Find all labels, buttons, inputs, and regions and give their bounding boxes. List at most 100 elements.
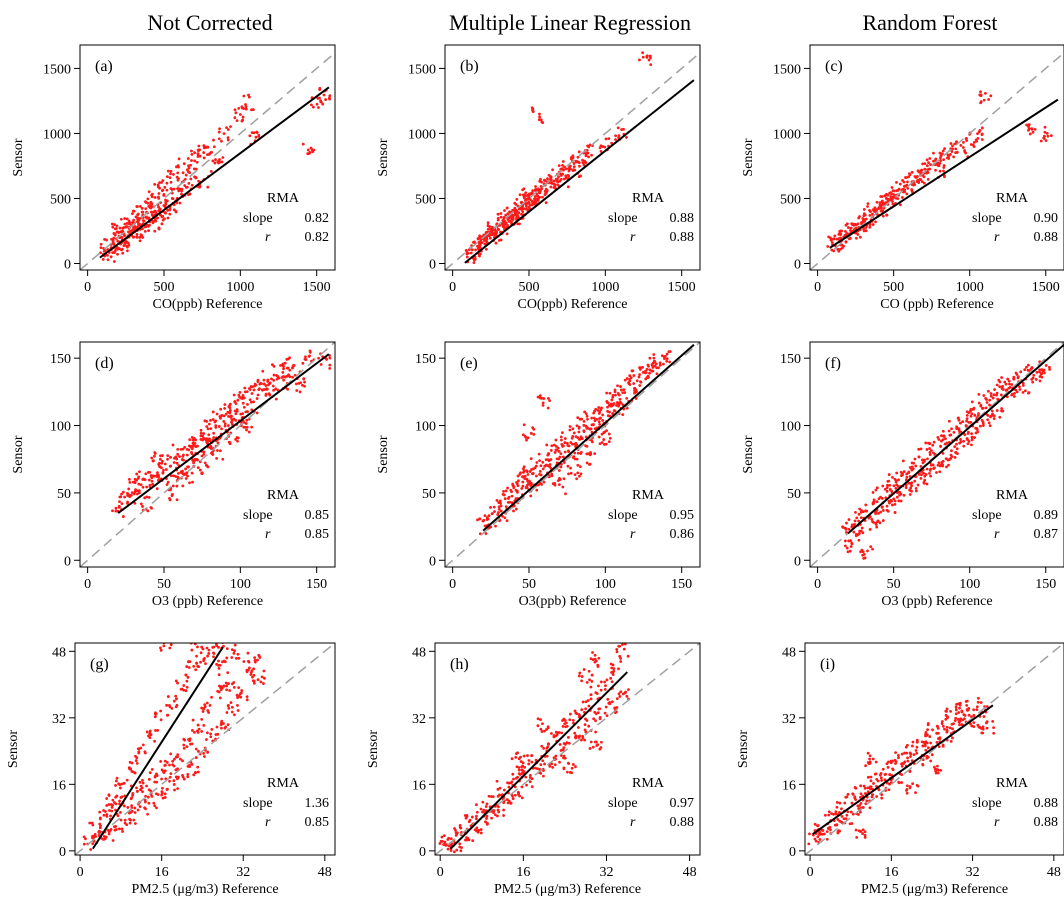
data-point (992, 731, 996, 735)
data-point (928, 447, 931, 450)
data-point (866, 790, 870, 794)
data-point (597, 684, 600, 688)
data-point (446, 838, 450, 841)
stat-method: RMA (996, 191, 1029, 206)
data-point (833, 234, 837, 238)
data-point (564, 492, 567, 496)
data-point (548, 181, 552, 185)
data-point (541, 460, 545, 464)
data-point (991, 396, 995, 400)
data-point (552, 443, 556, 447)
data-point (1001, 409, 1005, 413)
data-point (582, 419, 586, 423)
data-point (843, 801, 847, 805)
data-point (937, 438, 941, 441)
data-point (143, 496, 147, 500)
data-point (490, 816, 493, 820)
y-tick-label: 48 (782, 645, 796, 660)
data-point (185, 679, 189, 683)
data-point (118, 786, 122, 790)
x-tick-label: 150 (1035, 577, 1056, 592)
data-point (868, 806, 872, 810)
data-point (561, 455, 565, 459)
data-point (582, 668, 586, 671)
data-point (883, 487, 887, 491)
data-point (531, 472, 534, 476)
data-point (876, 519, 880, 523)
data-points (99, 86, 332, 263)
stat-r-label: r (630, 230, 636, 245)
data-point (511, 797, 515, 801)
data-point (909, 752, 913, 756)
data-point (182, 743, 186, 747)
data-point (938, 737, 942, 740)
x-tick-label: 100 (595, 577, 616, 592)
data-point (122, 782, 126, 785)
data-point (154, 711, 157, 715)
data-point (153, 454, 156, 458)
data-point (1031, 130, 1035, 134)
x-axis-label: O3(ppb) Reference (519, 594, 627, 609)
data-point (215, 412, 219, 416)
data-point (220, 139, 223, 143)
y-tick-label: 150 (415, 352, 436, 367)
data-point (912, 753, 916, 757)
data-point (845, 222, 849, 226)
data-point (479, 807, 483, 811)
data-point (972, 713, 976, 717)
data-point (926, 755, 930, 759)
data-point (889, 198, 893, 201)
data-point (588, 453, 592, 457)
data-point (854, 798, 858, 802)
data-point (193, 442, 197, 445)
data-point (525, 783, 528, 787)
stat-slope-value: 0.97 (670, 796, 695, 811)
data-point (1038, 370, 1041, 374)
data-point (181, 759, 184, 763)
data-point (317, 356, 320, 360)
data-point (205, 701, 209, 705)
data-point (167, 704, 171, 707)
data-point (227, 405, 231, 409)
data-point (648, 54, 652, 58)
data-point (982, 98, 986, 102)
panel-letter: (c) (825, 58, 843, 75)
data-point (861, 220, 865, 224)
y-tick-label: 500 (415, 192, 436, 207)
data-point (586, 144, 589, 148)
data-point (138, 805, 142, 809)
data-point (864, 503, 868, 507)
data-point (663, 354, 667, 358)
data-point (170, 706, 174, 710)
data-point (210, 695, 213, 699)
data-point (466, 251, 470, 255)
data-point (166, 208, 170, 212)
data-point (120, 235, 124, 239)
data-points (82, 643, 266, 851)
stat-slope-value: 0.85 (305, 508, 330, 523)
rma-fit-line (99, 86, 330, 259)
data-point (925, 482, 929, 486)
data-point (977, 696, 980, 700)
data-point (127, 241, 130, 245)
data-point (138, 470, 141, 474)
data-point (196, 664, 200, 668)
data-point (562, 746, 566, 749)
data-point (660, 354, 664, 358)
data-point (925, 741, 929, 745)
data-point (949, 433, 953, 437)
data-point (146, 812, 149, 816)
data-point (125, 217, 129, 221)
data-point (607, 137, 611, 141)
data-point (120, 782, 123, 786)
data-point (176, 475, 180, 479)
data-point (513, 206, 517, 210)
data-point (981, 424, 985, 427)
data-point (141, 219, 145, 222)
data-point (638, 58, 641, 62)
data-point (110, 809, 114, 813)
data-point (539, 464, 543, 468)
data-point (115, 224, 119, 228)
data-point (894, 196, 898, 200)
data-point (253, 656, 257, 660)
